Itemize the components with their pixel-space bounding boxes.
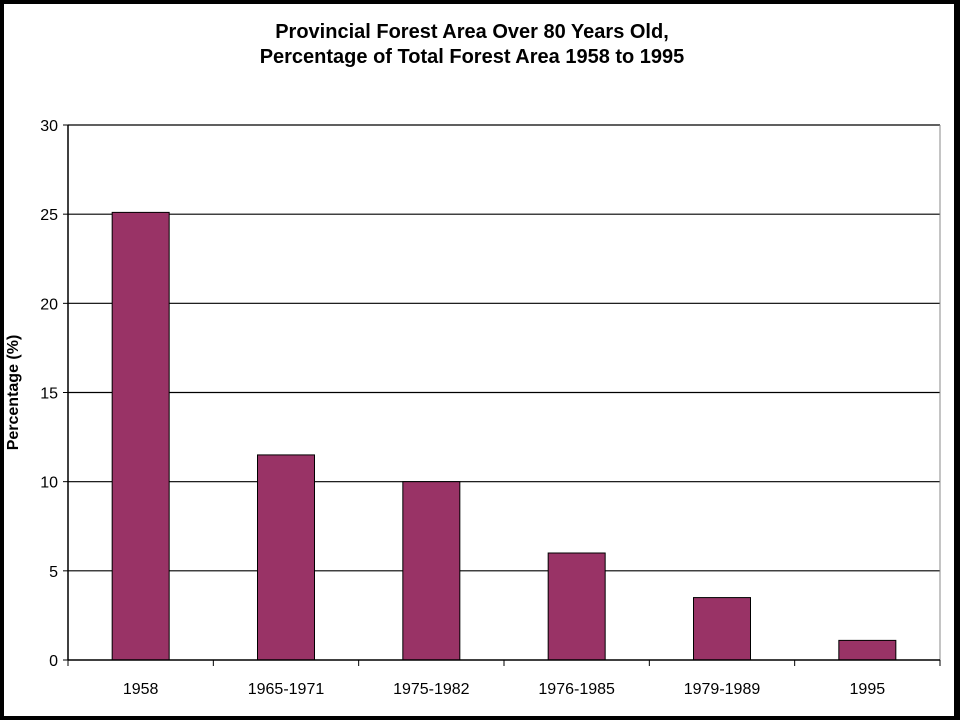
chart-title: Provincial Forest Area Over 80 Years Old… — [4, 20, 940, 70]
x-tick-labels: 1958 1965-1971 1975-1982 1976-1985 1979-1989… — [123, 681, 885, 698]
gridlines — [68, 124, 940, 572]
y-tick-label: 10 — [40, 475, 58, 492]
bar-1995 — [838, 639, 897, 661]
bar-1965-1971 — [257, 454, 315, 661]
chart-title-line-1: Provincial Forest Area Over 80 Years Old… — [275, 21, 669, 43]
y-axis-title: Percentage (%) — [5, 335, 22, 451]
chart-frame: Provincial Forest Area Over 80 Years Old… — [4, 4, 954, 716]
bar-chart: 0 5 10 15 20 25 30 1958 1965-1971 1975-1982 1976-… — [5, 118, 941, 698]
x-tick-label: 1958 — [123, 681, 159, 698]
bar-1958 — [111, 211, 170, 661]
y-tick-label: 25 — [40, 207, 58, 224]
y-tick-labels: 0 5 10 15 20 25 30 — [40, 118, 58, 670]
y-tick-label: 0 — [49, 653, 58, 670]
chart-title-line-2: Percentage of Total Forest Area 1958 to … — [259, 46, 685, 68]
x-tick-label: 1976-1985 — [538, 681, 615, 698]
y-tick-label: 30 — [40, 118, 58, 135]
y-tick-label: 15 — [40, 386, 58, 403]
x-tick-label: 1975-1982 — [393, 681, 470, 698]
axes — [63, 124, 941, 666]
x-tick-label: 1979-1989 — [684, 681, 761, 698]
bars — [111, 211, 897, 661]
bar-1976-1985 — [547, 552, 606, 661]
bar-1975-1982 — [402, 481, 461, 661]
bar-1979-1989 — [693, 597, 751, 661]
y-tick-label: 5 — [49, 564, 58, 581]
y-tick-label: 20 — [40, 296, 58, 313]
x-tick-label: 1965-1971 — [248, 681, 325, 698]
x-tick-label: 1995 — [850, 681, 886, 698]
